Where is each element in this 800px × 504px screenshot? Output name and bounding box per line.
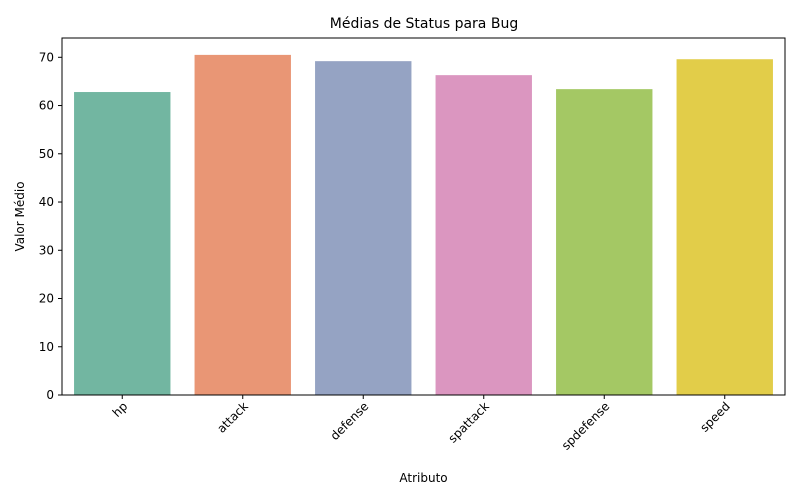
y-tick-label-20: 20 [39,292,54,306]
x-tick-label-spdefense: spdefense [559,399,613,453]
y-tick-label-10: 10 [39,340,54,354]
y-axis: 0 10 20 30 40 50 60 70 [39,50,62,402]
bar-speed [676,59,773,396]
y-tick-label-70: 70 [39,50,54,64]
x-tick-label-hp: hp [110,399,131,420]
bar-attack [194,54,291,396]
chart-title: Médias de Status para Bug [330,16,518,32]
y-tick-label-30: 30 [39,243,54,257]
bar-hp [74,92,171,395]
bar-spattack [435,75,532,395]
y-tick-label-0: 0 [46,388,54,402]
y-tick-label-40: 40 [39,195,54,209]
x-tick-label-attack: attack [214,399,251,436]
bar-spdefense [556,89,653,395]
bar-defense [315,61,412,395]
x-tick-label-speed: speed [697,399,733,435]
y-axis-label: Valor Médio [13,181,27,251]
x-axis-label: Atributo [399,471,447,485]
y-tick-label-50: 50 [39,147,54,161]
x-tick-label-defense: defense [328,399,372,443]
x-axis: hp attack defense spattack spdefense speed [110,395,733,453]
bars-group [74,54,773,396]
y-tick-label-60: 60 [39,99,54,113]
x-tick-label-spattack: spattack [446,399,492,445]
plot-frame [61,37,786,396]
